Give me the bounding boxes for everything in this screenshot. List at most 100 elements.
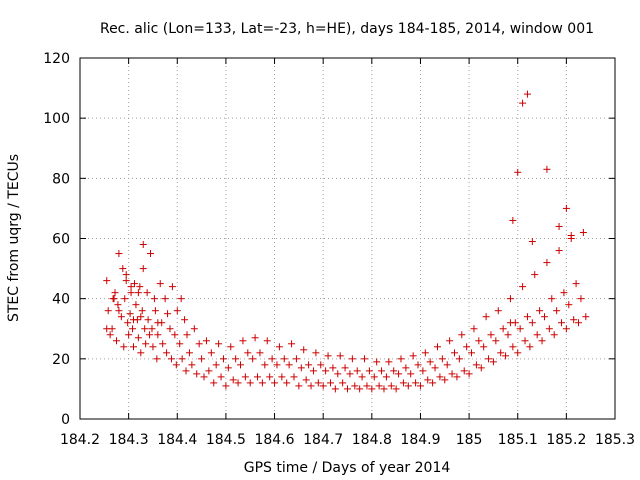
data-point <box>477 364 485 372</box>
data-point <box>108 325 116 333</box>
data-point <box>504 331 512 339</box>
data-point <box>278 373 286 381</box>
data-point <box>523 90 531 98</box>
data-point <box>229 376 237 384</box>
x-tick-label: 184.2 <box>60 432 100 448</box>
data-point <box>395 370 403 378</box>
data-point <box>241 373 249 381</box>
data-point <box>482 313 490 321</box>
data-point <box>234 379 242 387</box>
y-axis-label: STEC from uqrg / TECUs <box>6 154 22 322</box>
data-point <box>314 379 322 387</box>
data-point <box>149 343 157 351</box>
data-point <box>117 313 125 321</box>
data-point <box>448 370 456 378</box>
data-point <box>494 307 502 315</box>
data-point <box>446 337 454 345</box>
data-point <box>514 349 522 357</box>
data-point <box>251 334 259 342</box>
data-point <box>341 364 349 372</box>
data-point <box>268 355 276 363</box>
data-point <box>324 352 332 360</box>
x-tick-label: 184.6 <box>254 432 294 448</box>
data-point <box>266 373 274 381</box>
data-point <box>365 367 373 375</box>
data-point <box>553 307 561 315</box>
data-point <box>183 331 191 339</box>
x-tick-label: 184.9 <box>400 432 440 448</box>
data-point <box>254 373 262 381</box>
data-point <box>232 355 240 363</box>
data-point <box>288 340 296 348</box>
data-point <box>555 222 563 230</box>
data-point <box>202 337 210 345</box>
x-tick-labels: 184.2 184.3 184.4 184.5 184.6 184.7 184.8 184.9… <box>60 432 635 448</box>
data-point <box>210 379 218 387</box>
data-point <box>480 343 488 351</box>
data-point <box>153 355 161 363</box>
data-point <box>237 361 244 369</box>
data-point <box>392 385 400 393</box>
data-point <box>351 382 359 390</box>
data-point <box>528 238 536 246</box>
data-point <box>312 349 320 357</box>
data-point <box>331 385 339 393</box>
data-point <box>305 361 313 369</box>
x-tick-label: 184.3 <box>109 432 149 448</box>
data-point <box>182 367 190 375</box>
data-point <box>363 382 371 390</box>
data-point <box>431 364 439 372</box>
data-point <box>577 295 585 303</box>
y-tick-labels: 0 20 40 60 80 100 120 <box>43 51 70 428</box>
data-point <box>142 340 150 348</box>
data-point <box>339 379 347 387</box>
data-point <box>356 385 364 393</box>
data-points <box>103 90 590 393</box>
data-point <box>555 247 563 255</box>
data-point <box>334 370 342 378</box>
data-point <box>536 307 544 315</box>
data-point <box>198 355 206 363</box>
data-point <box>309 367 317 375</box>
data-point <box>147 250 155 258</box>
data-point <box>151 307 159 315</box>
x-tick-label: 184.5 <box>206 432 246 448</box>
data-point <box>326 379 334 387</box>
data-point <box>468 349 476 357</box>
data-point <box>436 373 444 381</box>
data-point <box>227 343 235 351</box>
data-point <box>195 340 203 348</box>
data-point <box>137 313 145 321</box>
y-tick-label: 120 <box>43 51 70 67</box>
data-point <box>329 364 337 372</box>
data-point <box>550 331 558 339</box>
data-point <box>139 241 147 249</box>
data-point <box>421 349 429 357</box>
data-point <box>124 319 132 327</box>
data-point <box>353 367 361 375</box>
data-point <box>173 307 181 315</box>
data-point <box>533 331 541 339</box>
data-point <box>426 358 434 366</box>
data-point <box>358 373 366 381</box>
data-point <box>528 319 536 327</box>
data-point <box>368 385 376 393</box>
data-point <box>138 307 146 315</box>
data-point <box>200 373 208 381</box>
data-point <box>143 289 151 297</box>
data-point <box>307 382 315 390</box>
data-point <box>336 352 344 360</box>
data-point <box>443 361 451 369</box>
data-point <box>562 204 570 212</box>
data-point <box>246 379 254 387</box>
data-point <box>285 361 293 369</box>
data-point <box>370 373 378 381</box>
data-point <box>115 307 123 315</box>
data-point <box>134 289 142 297</box>
data-point <box>121 295 129 303</box>
data-point <box>273 361 281 369</box>
data-point <box>538 337 546 345</box>
data-point <box>114 301 122 309</box>
data-point <box>172 361 180 369</box>
data-point <box>317 361 325 369</box>
